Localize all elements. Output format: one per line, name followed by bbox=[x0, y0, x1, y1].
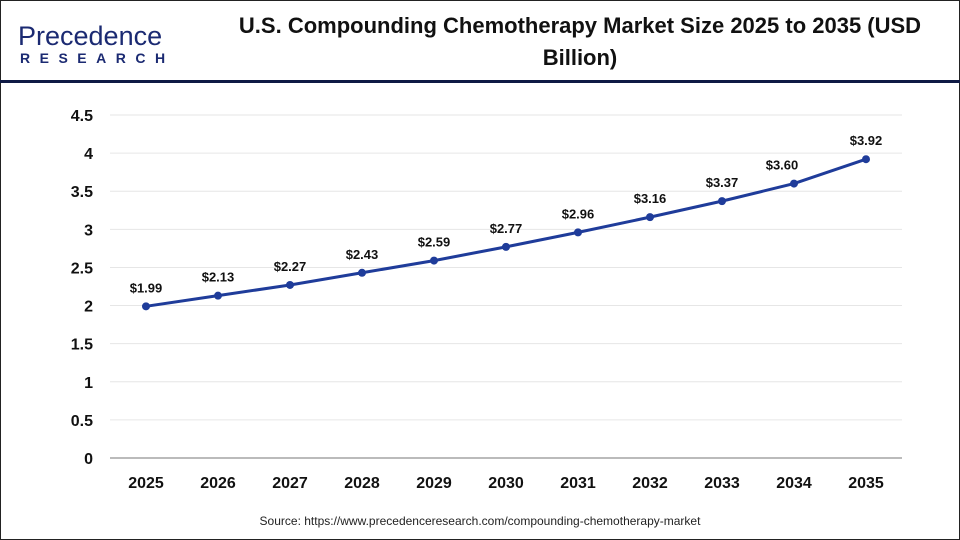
data-point bbox=[502, 242, 510, 251]
data-label: $2.77 bbox=[490, 221, 523, 236]
data-point bbox=[142, 302, 150, 311]
data-label: $3.60 bbox=[766, 158, 799, 173]
data-point bbox=[214, 291, 222, 300]
x-tick-label: 2028 bbox=[344, 475, 380, 492]
logo-main: Precedence bbox=[18, 21, 163, 51]
x-tick-label: 2029 bbox=[416, 475, 452, 492]
data-label: $2.43 bbox=[346, 247, 379, 262]
y-tick-label: 0 bbox=[84, 451, 93, 468]
y-tick-label: 2 bbox=[84, 299, 93, 316]
x-tick-label: 2027 bbox=[272, 475, 308, 492]
data-point bbox=[790, 179, 798, 188]
y-tick-label: 3 bbox=[84, 222, 93, 239]
x-tick-label: 2025 bbox=[128, 475, 164, 492]
logo: Precedence RESEARCH bbox=[18, 22, 175, 66]
data-label: $1.99 bbox=[130, 280, 163, 295]
data-point bbox=[718, 197, 726, 206]
x-tick-label: 2030 bbox=[488, 475, 524, 492]
x-tick-label: 2035 bbox=[848, 475, 884, 492]
y-tick-label: 1.5 bbox=[71, 337, 93, 354]
y-tick-label: 1 bbox=[84, 375, 93, 392]
data-point bbox=[286, 280, 294, 289]
header-rule bbox=[0, 80, 960, 83]
data-point bbox=[430, 256, 438, 265]
data-label: $2.27 bbox=[274, 259, 307, 274]
y-tick-label: 2.5 bbox=[71, 260, 93, 277]
data-point bbox=[574, 228, 582, 237]
x-tick-label: 2031 bbox=[560, 475, 596, 492]
data-label: $3.92 bbox=[850, 133, 883, 148]
data-label: $2.96 bbox=[562, 206, 595, 221]
data-label: $3.37 bbox=[706, 175, 739, 190]
source-text: Source: https://www.precedenceresearch.c… bbox=[259, 514, 701, 528]
y-tick-label: 0.5 bbox=[71, 413, 93, 430]
y-tick-label: 4 bbox=[84, 146, 93, 163]
x-tick-label: 2032 bbox=[632, 475, 668, 492]
x-tick-label: 2026 bbox=[200, 475, 236, 492]
y-tick-label: 4.5 bbox=[71, 108, 93, 125]
data-label: $2.13 bbox=[202, 270, 235, 285]
chart-title: U.S. Compounding Chemotherapy Market Siz… bbox=[238, 13, 922, 70]
x-tick-label: 2033 bbox=[704, 475, 740, 492]
data-point bbox=[646, 213, 654, 222]
y-tick-label: 3.5 bbox=[71, 184, 93, 201]
x-tick-label: 2034 bbox=[776, 475, 812, 492]
data-point bbox=[862, 155, 870, 164]
data-label: $3.16 bbox=[634, 191, 667, 206]
data-point bbox=[358, 268, 366, 277]
data-label: $2.59 bbox=[418, 235, 451, 250]
logo-sub: RESEARCH bbox=[20, 50, 175, 66]
